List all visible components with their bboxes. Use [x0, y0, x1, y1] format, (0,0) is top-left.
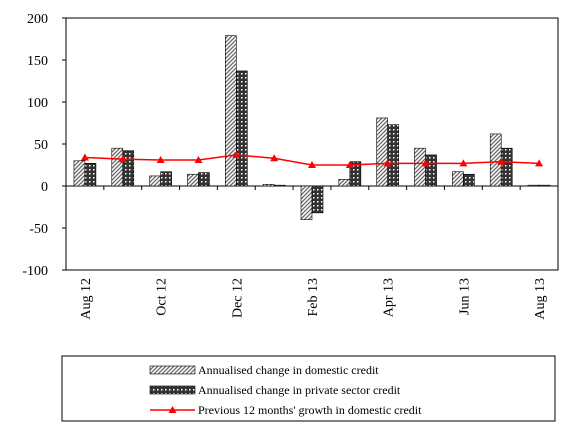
- bar: [376, 117, 388, 187]
- bar: [500, 147, 513, 187]
- line-marker: [497, 157, 506, 165]
- line-marker: [232, 150, 241, 158]
- line-marker: [80, 153, 89, 161]
- x-tick-label: Jun 13: [457, 278, 472, 315]
- y-tick-label: 150: [27, 54, 48, 69]
- bar: [538, 184, 551, 187]
- y-tick-label: 100: [27, 96, 48, 111]
- bar: [111, 147, 124, 187]
- bar: [425, 154, 437, 187]
- bar: [225, 35, 237, 187]
- plot-area: [65, 17, 559, 271]
- x-tick-label: Oct 12: [155, 278, 170, 316]
- y-tick-label: 50: [34, 138, 48, 153]
- line-marker: [156, 155, 165, 163]
- line-marker: [459, 159, 468, 167]
- legend-box: [61, 355, 556, 422]
- bar: [149, 175, 161, 187]
- legend-label: Annualised change in domestic credit: [198, 363, 379, 377]
- bar: [273, 184, 286, 187]
- legend-swatch: [149, 385, 196, 395]
- line-marker: [535, 159, 544, 167]
- bar: [187, 173, 199, 187]
- line-marker: [421, 159, 430, 167]
- line-marker: [270, 154, 279, 162]
- line-marker: [345, 161, 354, 168]
- x-tick-label: Dec 12: [230, 278, 245, 318]
- legend-label: Previous 12 months' growth in domestic c…: [198, 403, 422, 417]
- bar: [160, 171, 172, 187]
- bar: [236, 70, 248, 187]
- bar: [73, 160, 86, 187]
- legend-swatch-marker: [168, 406, 177, 413]
- x-tick-label: Aug 13: [533, 278, 548, 320]
- bar: [300, 185, 313, 220]
- line-marker: [308, 161, 316, 168]
- legend-label: Annualised change in private sector cred…: [198, 383, 401, 397]
- y-tick-label: -50: [29, 222, 48, 237]
- bar: [262, 184, 275, 187]
- bar: [198, 172, 210, 187]
- x-tick-label: Feb 13: [306, 278, 321, 317]
- bar: [387, 124, 399, 187]
- bar: [311, 185, 324, 214]
- y-tick-label: -100: [22, 264, 48, 279]
- line-marker: [383, 159, 392, 167]
- bar: [122, 150, 135, 187]
- x-tick-label: Apr 13: [382, 278, 397, 317]
- bar: [414, 147, 426, 187]
- legend-swatch: [149, 365, 196, 375]
- bar: [527, 184, 540, 187]
- y-tick-label: 0: [41, 180, 48, 195]
- bar: [489, 133, 502, 187]
- bar: [452, 171, 464, 187]
- bar: [84, 163, 97, 187]
- bar: [338, 178, 351, 187]
- line-marker: [118, 155, 127, 163]
- bar: [349, 161, 362, 187]
- bar: [463, 173, 475, 187]
- line-marker: [194, 155, 203, 163]
- x-tick-label: Aug 12: [79, 278, 94, 320]
- y-tick-label: 200: [27, 12, 48, 27]
